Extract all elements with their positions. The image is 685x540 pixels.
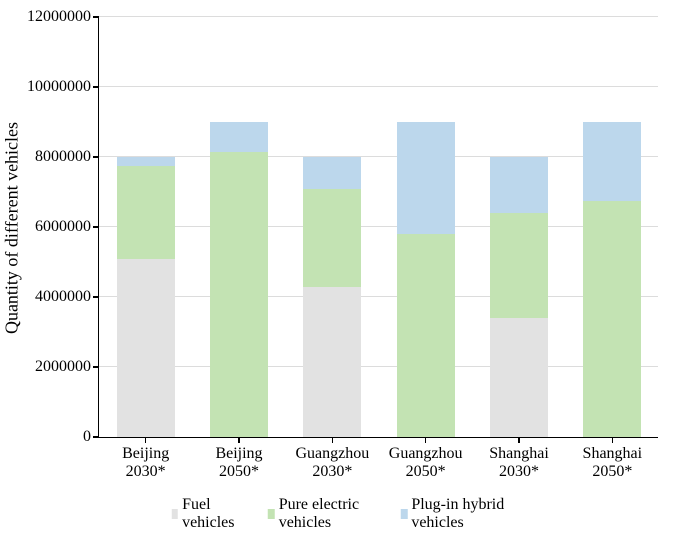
x-tick-label-line1: Guangzhou: [295, 445, 369, 463]
bar-segment-pure: [117, 166, 175, 259]
y-tick-label: 12000000: [27, 8, 99, 26]
grid-line: [99, 86, 658, 87]
legend-swatch: [171, 509, 178, 519]
bar-segment-plug: [117, 157, 175, 166]
bar-segment-plug: [397, 122, 455, 234]
legend-swatch: [400, 509, 407, 519]
legend-label: Plug-in hybrid vehicles: [411, 496, 513, 532]
y-tick-label: 10000000: [27, 78, 99, 96]
y-tick-label: 2000000: [35, 358, 99, 376]
grid-line: [99, 156, 658, 157]
grid-line: [99, 226, 658, 227]
grid-line: [99, 366, 658, 367]
y-tick-label: 8000000: [35, 148, 99, 166]
plot-area: 0200000040000006000000800000010000000120…: [98, 18, 658, 438]
grid-line: [99, 296, 658, 297]
legend-item-pure: Pure electric vehicles: [268, 496, 373, 532]
x-tick-label: Shanghai2050*: [583, 437, 643, 482]
bar-segment-plug: [583, 122, 641, 201]
x-tick-label: Guangzhou2050*: [389, 437, 463, 482]
bar-segment-plug: [303, 157, 361, 189]
bar-segment-plug: [490, 157, 548, 213]
x-tick-label-line1: Beijing: [215, 445, 262, 463]
x-tick-label-line2: 2030*: [295, 463, 369, 481]
x-tick-label-line1: Guangzhou: [389, 445, 463, 463]
y-tick-label: 4000000: [35, 288, 99, 306]
legend-swatch: [268, 509, 275, 519]
legend-item-fuel: Fuel vehicles: [171, 496, 240, 532]
x-tick-label: Shanghai2030*: [489, 437, 549, 482]
bar-segment-pure: [397, 234, 455, 437]
x-tick-label-line2: 2050*: [215, 463, 262, 481]
x-tick-label-line1: Beijing: [122, 445, 169, 463]
x-tick-label-line2: 2030*: [489, 463, 549, 481]
legend-label: Fuel vehicles: [182, 496, 240, 532]
x-tick-label: Beijing2050*: [215, 437, 262, 482]
x-tick-label-line2: 2050*: [389, 463, 463, 481]
bar-segment-pure: [490, 213, 548, 318]
y-axis-title: Quantity of different vehicles: [2, 122, 23, 334]
bar-segment-pure: [303, 189, 361, 287]
bar-segment-fuel: [117, 259, 175, 438]
legend: Fuel vehicles Pure electric vehicles Plug-…: [171, 496, 514, 532]
x-tick-label-line1: Shanghai: [489, 445, 549, 463]
x-tick-label: Beijing2030*: [122, 437, 169, 482]
grid-line: [99, 16, 658, 17]
bar-segment-pure: [583, 201, 641, 437]
legend-item-plug: Plug-in hybrid vehicles: [400, 496, 513, 532]
y-tick-label: 6000000: [35, 218, 99, 236]
bar-segment-fuel: [490, 318, 548, 437]
bar-segment-fuel: [303, 287, 361, 438]
chart-container: 0 2000000 4000000 6000000 8000000 10000000 120…: [0, 0, 685, 540]
x-tick-label: Guangzhou2030*: [295, 437, 369, 482]
bar-segment-pure: [210, 152, 268, 437]
x-tick-label-line2: 2030*: [122, 463, 169, 481]
x-tick-label-line1: Shanghai: [583, 445, 643, 463]
y-tick-label: 0: [83, 428, 99, 446]
legend-label: Pure electric vehicles: [279, 496, 373, 532]
bar-segment-plug: [210, 122, 268, 152]
x-tick-label-line2: 2050*: [583, 463, 643, 481]
